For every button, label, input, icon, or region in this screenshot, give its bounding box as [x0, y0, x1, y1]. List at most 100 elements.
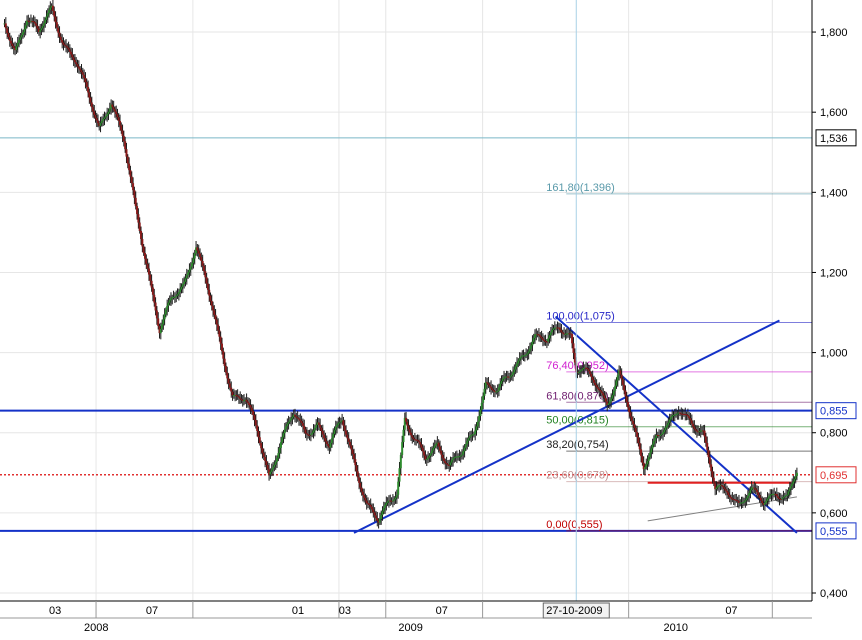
- candle-body: [496, 390, 499, 392]
- candle-body: [22, 32, 25, 35]
- candle-body: [303, 425, 306, 430]
- candle-body: [755, 489, 758, 493]
- candle-body: [690, 420, 693, 424]
- candle-body: [108, 108, 111, 112]
- y-tick-label: 0,400: [820, 588, 848, 600]
- candle-body: [96, 120, 99, 124]
- candle-body: [14, 48, 17, 51]
- candle-body: [272, 467, 275, 470]
- candle-body: [647, 456, 650, 461]
- candle-body: [146, 263, 149, 269]
- candle-body: [564, 333, 567, 335]
- candle-body: [99, 123, 102, 126]
- candle-body: [394, 497, 397, 500]
- candle-body: [628, 407, 631, 413]
- candle-body: [300, 420, 303, 424]
- candle-body: [763, 502, 766, 505]
- candle-body: [556, 327, 559, 329]
- plot-area[interactable]: [0, 0, 812, 601]
- candle-body: [355, 465, 358, 472]
- candle-body: [559, 327, 562, 331]
- candle-body: [492, 390, 495, 392]
- candle-body: [634, 427, 637, 433]
- candle-body: [172, 296, 175, 298]
- candle-body: [341, 420, 344, 422]
- candle-body: [249, 405, 252, 408]
- candle-body: [377, 520, 380, 523]
- candle-body: [736, 500, 739, 502]
- candle-body: [28, 21, 31, 23]
- candle-body: [266, 464, 269, 470]
- candle-body: [479, 409, 482, 417]
- candle-body: [464, 444, 467, 448]
- candle-body: [654, 437, 657, 441]
- candle-body: [197, 250, 200, 254]
- candle-body: [177, 292, 180, 295]
- candle-body: [273, 464, 276, 468]
- candle-body: [615, 380, 618, 386]
- candle-body: [432, 447, 435, 451]
- candle-body: [85, 82, 88, 87]
- candle-body: [711, 471, 714, 478]
- candle-body: [663, 430, 666, 433]
- candle-body: [192, 258, 195, 263]
- candle-body: [592, 380, 595, 383]
- candle-body: [535, 334, 538, 336]
- price-level-label: 0,695: [820, 470, 848, 482]
- candle-body: [175, 295, 178, 297]
- price-level-box: [815, 129, 857, 147]
- candle-body: [106, 114, 109, 116]
- candle-body: [48, 10, 51, 14]
- candle-body: [536, 334, 539, 336]
- candle-body: [552, 328, 555, 331]
- candle-body: [46, 13, 49, 17]
- candle-body: [450, 460, 453, 463]
- candle-body: [720, 485, 723, 487]
- x-year-label: 2009: [398, 622, 422, 634]
- candle-body: [304, 429, 307, 434]
- candle-body: [743, 501, 746, 503]
- candle-body: [549, 332, 552, 336]
- candle-body: [333, 430, 336, 434]
- x-month-label: 03: [339, 605, 351, 617]
- candle-body: [771, 493, 774, 495]
- candle-body: [124, 141, 127, 150]
- candle-body: [157, 318, 160, 327]
- candle-body: [619, 370, 622, 375]
- x-month-label: 03: [49, 605, 61, 617]
- candle-body: [452, 458, 455, 461]
- candle-body: [37, 28, 40, 32]
- candle-body: [134, 197, 137, 207]
- candle-body: [767, 496, 770, 499]
- candle-body: [419, 442, 422, 445]
- candle-body: [270, 469, 273, 472]
- candle-body: [793, 479, 796, 482]
- candle-body: [462, 451, 465, 455]
- candle-body: [734, 499, 737, 501]
- candle-body: [296, 417, 299, 419]
- candle-body: [704, 436, 707, 443]
- fib-level-label: 61,80(0,876): [546, 390, 608, 402]
- candle-body: [323, 434, 326, 439]
- candle-body: [468, 436, 471, 439]
- candle-body: [54, 16, 57, 23]
- candle-body: [161, 324, 164, 329]
- candle-body: [312, 430, 315, 433]
- candle-body: [354, 459, 357, 466]
- candle-body: [393, 499, 396, 501]
- candle-body: [416, 439, 419, 441]
- candle-body: [24, 25, 27, 30]
- candle-body: [629, 412, 632, 417]
- candle-body: [420, 444, 423, 448]
- candle-body: [279, 442, 282, 448]
- candle-body: [403, 417, 406, 430]
- candle-body: [660, 433, 663, 435]
- candle-body: [264, 456, 267, 461]
- candle-body: [753, 487, 756, 489]
- candle-body: [257, 430, 260, 438]
- candle-body: [390, 500, 393, 502]
- candle-body: [305, 433, 308, 435]
- candle-body: [518, 358, 521, 361]
